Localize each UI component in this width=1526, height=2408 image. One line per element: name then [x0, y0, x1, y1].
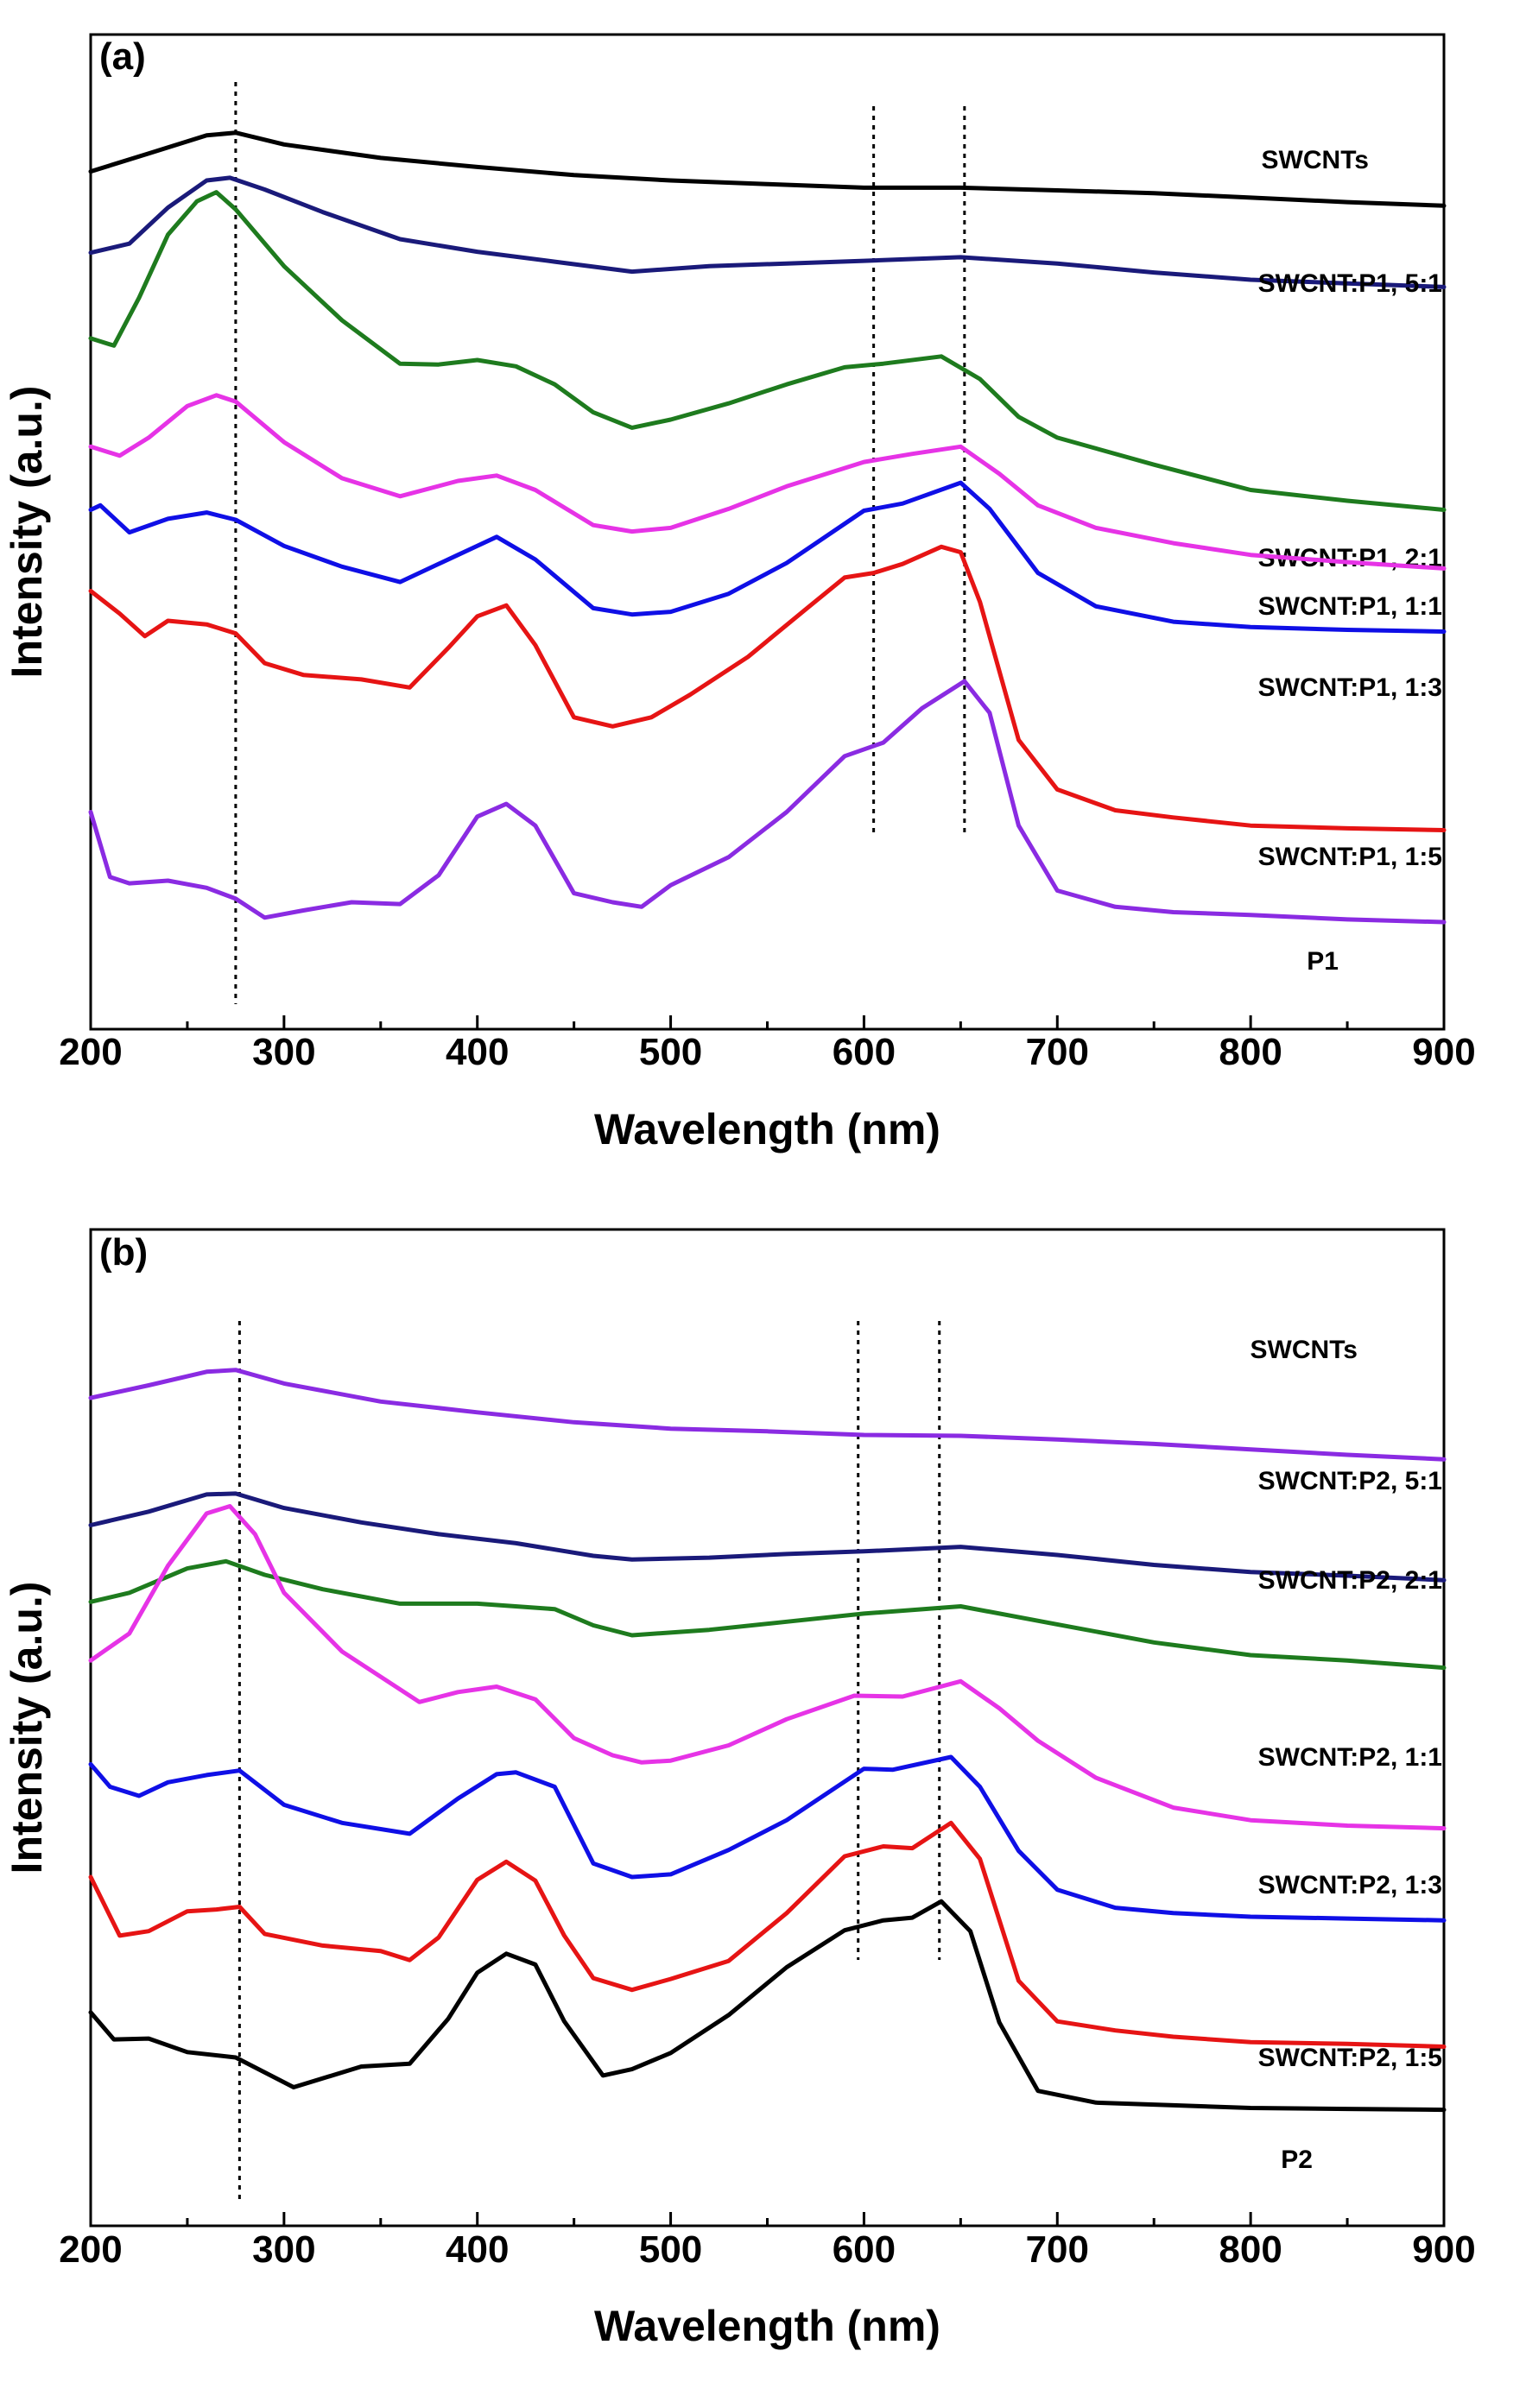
- series-line-swcnt-p2-1-5: [88, 1820, 1447, 2049]
- series-line-p1: [88, 679, 1447, 925]
- x-tick-label: 400: [446, 1031, 509, 1073]
- series-label-swcnts: SWCNTs: [1251, 1336, 1358, 1364]
- series-label-p2: P2: [1281, 2146, 1313, 2174]
- y-axis-title: Intensity (a.u.): [3, 1582, 51, 1874]
- series-line-swcnt-p2-1-1: [88, 1504, 1447, 1831]
- series-line-swcnt-p1-1-3: [88, 480, 1447, 634]
- series-label-swcnt-p2-1-3: SWCNT:P2, 1:3: [1258, 1871, 1442, 1899]
- series-line-swcnt-p1-5-1: [88, 175, 1447, 289]
- series-line-swcnt-p2-2-1: [88, 1558, 1447, 1671]
- series-line-p2: [88, 1899, 1447, 2113]
- x-axis-title: Wavelength (nm): [594, 1105, 940, 1153]
- x-tick-label: 300: [252, 1031, 315, 1073]
- series-line-swcnt-p1-1-5: [88, 544, 1447, 832]
- series-label-swcnt-p2-2-1: SWCNT:P2, 2:1: [1258, 1566, 1442, 1595]
- panel-b: 200 300 400 500 600 700 800 900 Wavelength (nm) I…: [3, 1228, 1476, 2350]
- x-tick-label: 200: [59, 2228, 122, 2271]
- x-tick-label: 400: [446, 2228, 509, 2271]
- series-label-swcnt-p1-1-3: SWCNT:P1, 1:3: [1258, 673, 1442, 702]
- x-tick-label: 800: [1219, 2228, 1282, 2271]
- panel-label: (a): [99, 35, 146, 78]
- y-axis-title: Intensity (a.u.): [3, 386, 51, 679]
- x-tick-label: 500: [639, 2228, 702, 2271]
- x-axis-title: Wavelength (nm): [594, 2302, 940, 2350]
- series-line-swcnts: [88, 1368, 1447, 1462]
- x-tick-label: 900: [1412, 2228, 1475, 2271]
- x-tick-label: 900: [1412, 1031, 1475, 1073]
- series-label-p1: P1: [1307, 947, 1339, 976]
- x-tick-label: 800: [1219, 1031, 1282, 1073]
- series-line-swcnts: [88, 130, 1447, 208]
- series-label-swcnt-p2-1-1: SWCNT:P2, 1:1: [1258, 1743, 1442, 1772]
- series-label-swcnt-p1-5-1: SWCNT:P1, 5:1: [1258, 269, 1442, 298]
- x-tick-label: 700: [1026, 1031, 1089, 1073]
- x-tick-label: 600: [833, 1031, 896, 1073]
- panel-a: 200 300 400 500 600 700 800 900 Wavelength (nm) I…: [3, 33, 1476, 1153]
- series-line-swcnt-p1-1-1: [88, 393, 1447, 571]
- series-label-swcnt-p2-1-5: SWCNT:P2, 1:5: [1258, 2044, 1442, 2072]
- series-line-swcnt-p1-2-1: [88, 190, 1447, 512]
- x-tick-label: 200: [59, 1031, 122, 1073]
- x-tick-label: 700: [1026, 2228, 1089, 2271]
- series-label-swcnts: SWCNTs: [1262, 146, 1369, 174]
- x-tick-label: 300: [252, 2228, 315, 2271]
- x-tick-label: 500: [639, 1031, 702, 1073]
- series-label-swcnt-p1-1-5: SWCNT:P1, 1:5: [1258, 843, 1442, 871]
- series-label-swcnt-p1-1-1: SWCNT:P1, 1:1: [1258, 592, 1442, 621]
- series-line-swcnt-p2-1-3: [88, 1754, 1447, 1923]
- x-tick-label: 600: [833, 2228, 896, 2271]
- series-label-swcnt-p2-5-1: SWCNT:P2, 5:1: [1258, 1467, 1442, 1495]
- panel-label: (b): [99, 1231, 148, 1274]
- series-line-swcnt-p2-5-1: [88, 1491, 1447, 1583]
